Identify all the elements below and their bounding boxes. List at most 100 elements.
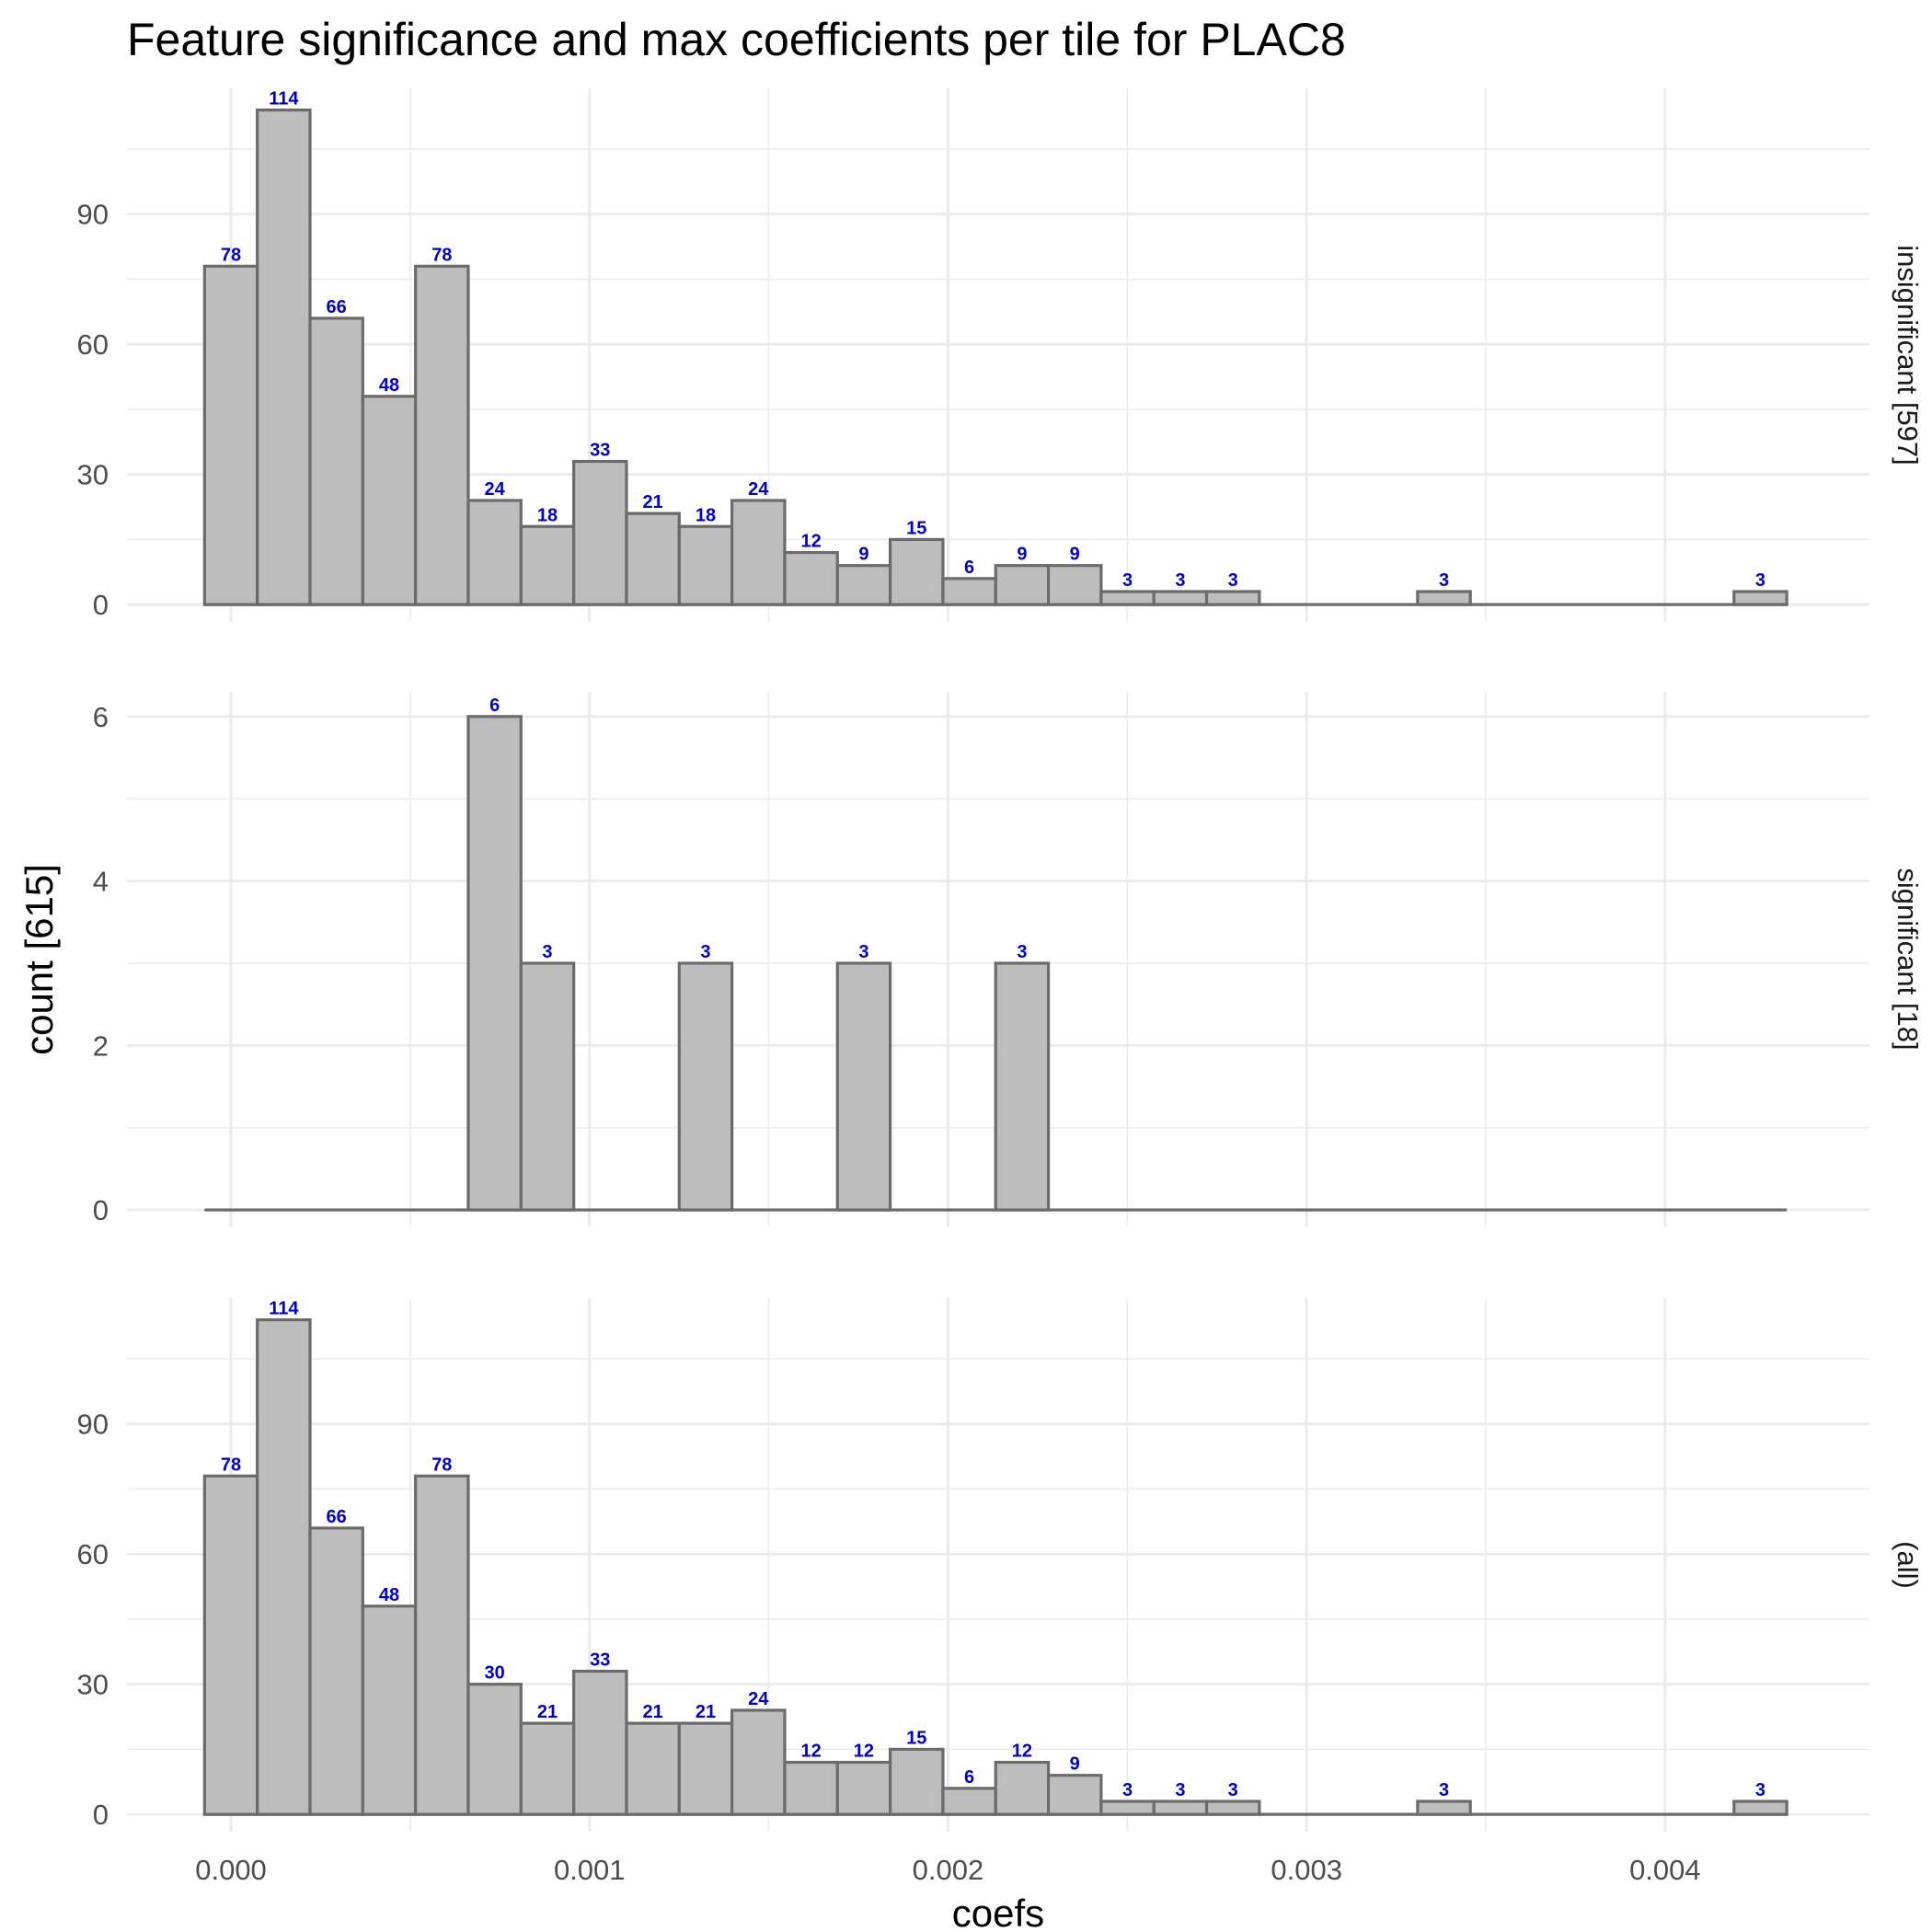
histogram-bar — [677, 524, 734, 606]
histogram-bar — [256, 108, 312, 606]
bar-count-label: 3 — [1175, 570, 1185, 591]
histogram-bar — [625, 1721, 681, 1816]
bar-count-label: 9 — [1070, 545, 1080, 565]
bar-count-label: 12 — [800, 1742, 821, 1762]
bar-count-label: 66 — [327, 1507, 347, 1527]
bar-count-label: 48 — [379, 1585, 399, 1605]
facet-strip-label: insignificant [597] — [1892, 245, 1924, 466]
histogram-bar — [466, 1683, 523, 1816]
bar-count-label: 3 — [542, 942, 552, 962]
histogram-bar — [572, 1669, 628, 1816]
histogram-bar — [1152, 590, 1209, 606]
histogram-bar — [1416, 1800, 1472, 1816]
histogram-bar — [994, 564, 1051, 606]
histogram-bar — [835, 961, 892, 1212]
bar-count-label: 21 — [643, 1702, 663, 1722]
x-axis-title: coefs — [952, 1892, 1044, 1932]
histogram-bar — [1046, 1774, 1103, 1816]
bar-count-label: 3 — [1122, 1780, 1133, 1800]
histogram-bar — [677, 1721, 734, 1816]
bar-count-label: 6 — [964, 558, 974, 578]
histogram-bar — [677, 961, 734, 1212]
bar-count-label: 78 — [431, 245, 452, 265]
histogram-bar — [466, 499, 523, 606]
y-tick-label: 60 — [77, 328, 109, 361]
histogram-bar — [1204, 1800, 1261, 1816]
bar-count-label: 12 — [854, 1742, 874, 1762]
y-tick-label: 90 — [77, 1409, 109, 1441]
bar-count-label: 3 — [1755, 1780, 1765, 1800]
bar-count-label: 3 — [1122, 570, 1133, 591]
bar-count-label: 78 — [431, 1455, 452, 1475]
histogram-bar — [361, 395, 418, 606]
x-tick-label: 0.004 — [1629, 1854, 1701, 1886]
x-tick-label: 0.001 — [554, 1854, 626, 1886]
y-tick-label: 4 — [93, 866, 109, 898]
y-tick-label: 60 — [77, 1538, 109, 1570]
bar-count-label: 48 — [379, 375, 399, 396]
histogram-bar — [572, 459, 628, 606]
histogram-bar — [994, 961, 1051, 1212]
bar-count-label: 3 — [1439, 1780, 1449, 1800]
bar-count-label: 114 — [269, 1299, 299, 1319]
y-tick-label: 0 — [93, 1799, 109, 1831]
histogram-bar — [361, 1604, 418, 1816]
histogram-bar — [414, 264, 470, 606]
histogram-bar — [308, 316, 364, 606]
bar-count-label: 3 — [700, 942, 710, 962]
histogram-bar — [730, 1708, 787, 1816]
y-tick-label: 0 — [93, 589, 109, 621]
bar-count-label: 9 — [858, 545, 868, 565]
histogram-bar — [1099, 590, 1156, 606]
histogram-bar — [1152, 1800, 1209, 1816]
x-tick-label: 0.003 — [1271, 1854, 1342, 1886]
bar-count-label: 21 — [537, 1702, 558, 1722]
bar-count-label: 21 — [696, 1702, 716, 1722]
bar-count-label: 3 — [1175, 1780, 1185, 1800]
bar-count-label: 6 — [964, 1767, 974, 1788]
facet-strip-label: significant [18] — [1892, 868, 1924, 1050]
histogram-bar — [941, 1787, 997, 1816]
histogram-bar — [941, 577, 997, 606]
histogram-bar — [256, 1317, 312, 1816]
bar-count-label: 3 — [1017, 942, 1027, 962]
bar-count-label: 78 — [221, 245, 241, 265]
y-tick-label: 30 — [77, 1669, 109, 1701]
bar-count-label: 24 — [485, 479, 506, 500]
histogram-bar — [1732, 590, 1788, 606]
bar-count-label: 3 — [1439, 570, 1449, 591]
bar-count-label: 78 — [221, 1455, 241, 1475]
histogram-bar — [1416, 590, 1472, 606]
histogram-bar — [202, 1474, 259, 1816]
histogram-bar — [519, 524, 576, 606]
y-tick-label: 6 — [93, 701, 109, 733]
bar-count-label: 18 — [696, 505, 716, 525]
y-tick-label: 2 — [93, 1029, 109, 1062]
bar-count-label: 3 — [1755, 570, 1765, 591]
y-tick-label: 0 — [93, 1194, 109, 1226]
histogram-bar — [466, 715, 523, 1212]
histogram-bar — [888, 1747, 945, 1816]
y-tick-label: 90 — [77, 199, 109, 231]
bar-count-label: 3 — [858, 942, 868, 962]
y-axis-title: count [615] — [17, 864, 61, 1055]
histogram-bar — [835, 564, 892, 606]
bar-count-label: 18 — [537, 505, 558, 525]
bar-count-label: 33 — [590, 441, 610, 461]
facet-strip-label: (all) — [1892, 1541, 1924, 1589]
histogram-bar — [625, 512, 681, 606]
bar-count-label: 33 — [590, 1650, 610, 1671]
histogram-bar — [730, 499, 787, 606]
bar-count-label: 66 — [327, 297, 347, 317]
histogram-bar — [1046, 564, 1103, 606]
histogram-bar — [202, 264, 259, 606]
histogram-bar — [519, 1721, 576, 1816]
bar-count-label: 12 — [1012, 1742, 1032, 1762]
bar-count-label: 9 — [1017, 545, 1027, 565]
histogram-bar — [1204, 590, 1261, 606]
histogram-bar — [308, 1526, 364, 1816]
chart-title: Feature significance and max coefficient… — [127, 14, 1346, 65]
bar-count-label: 15 — [906, 1728, 926, 1748]
